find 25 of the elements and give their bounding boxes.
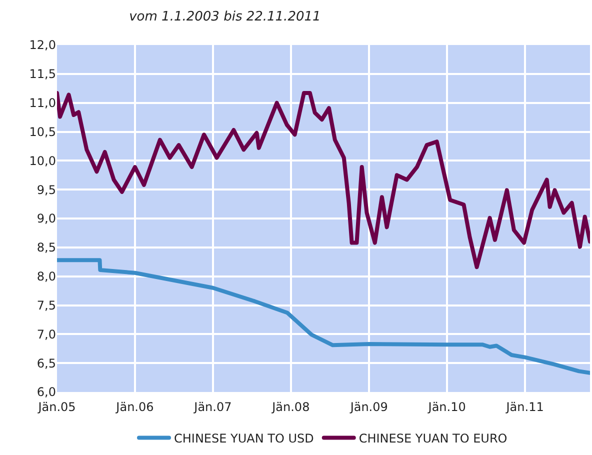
x-tick-label: Jän.06 [115,400,154,414]
y-tick-label: 8,0 [36,270,56,284]
chart-title: vom 1.1.2003 bis 22.11.2011 [129,9,321,24]
x-tick-label: Jän.11 [505,400,544,414]
x-tick-label: Jän.05 [37,400,76,414]
y-tick-label: 12,0 [29,38,56,52]
y-tick-label: 11,5 [29,67,56,82]
line-series [57,91,590,270]
legend-label: CHINESE YUAN TO EURO [358,431,508,446]
y-tick-label: 7,5 [36,298,56,312]
y-tick-label: 10,0 [29,154,56,168]
y-tick-label: 10,5 [29,124,56,139]
y-tick-label: 9,0 [36,212,56,226]
legend-label: CHINESE YUAN TO USD [174,431,314,446]
y-tick-label: 6,5 [36,356,56,370]
line-series [57,258,590,375]
y-tick-label: 9,5 [36,182,56,197]
x-tick-label: Jän.08 [271,400,310,414]
y-tick-label: 6,0 [36,385,56,400]
y-tick-label: 11,0 [29,96,56,110]
x-tick-label: Jän.07 [193,400,232,414]
x-tick-label: Jän.10 [427,400,466,414]
y-tick-label: 7,0 [36,327,56,342]
y-tick-label: 8,5 [36,240,56,255]
x-tick-label: Jän.09 [349,400,388,414]
